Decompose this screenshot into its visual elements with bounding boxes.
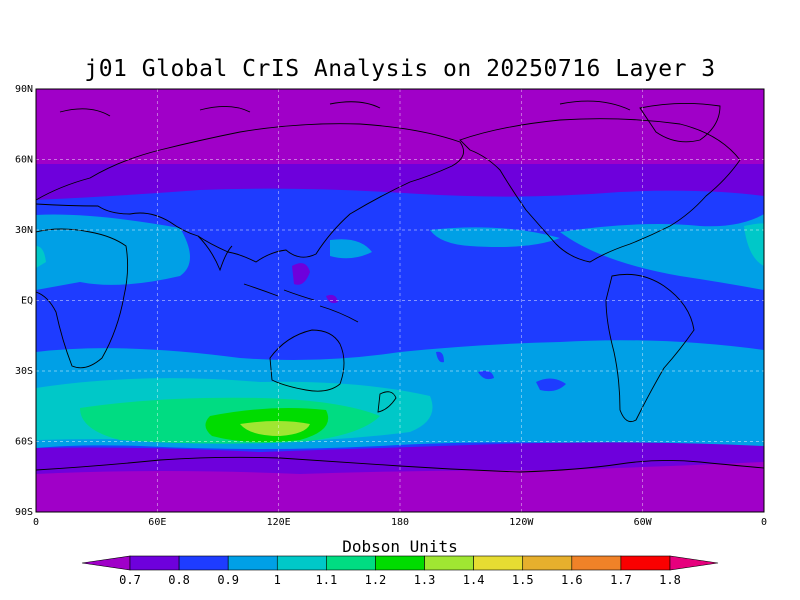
colorbar-title: Dobson Units [342,537,458,556]
colorbar-swatch [473,555,524,571]
colorbar-label: 1.1 [316,573,338,587]
colorbar-swatch [375,555,425,571]
colorbar-swatch [276,555,327,571]
colorbar-label: 1.5 [512,573,534,587]
lat-tick-label: 90N [15,84,33,95]
lon-tick-label: 60E [148,517,166,528]
colorbar-swatch-min [81,555,131,571]
lon-tick-label: 120E [267,517,291,528]
colorbar-label: 1.3 [414,573,436,587]
lat-tick-label: 30N [15,225,33,236]
colorbar-label: 1 [274,573,281,587]
colorbar-label: 1.4 [463,573,485,587]
colorbar-label: 1.2 [365,573,387,587]
lat-tick-label: 60S [15,437,33,448]
lat-tick-label: EQ [21,296,33,307]
lon-tick-label: 120W [509,517,534,528]
map-title: j01 Global CrIS Analysis on 20250716 Lay… [84,56,716,82]
colorbar-label: 0.9 [217,573,239,587]
coastlines [36,100,764,473]
latitude-axis: 90N 60N 30N EQ 30S 60S 90S [15,84,33,518]
lat-tick-label: 30S [15,366,33,377]
colorbar-swatch [178,555,229,571]
lon-tick-label: 180 [391,517,409,528]
lat-tick-label: 60N [15,155,33,166]
colorbar-swatch [571,555,622,571]
map-grid [36,89,764,512]
map-frame [35,88,765,513]
lon-tick-label: 0 [33,517,39,528]
colorbar-swatch [129,555,180,571]
colorbar-label: 1.7 [610,573,632,587]
lat-tick-label: 90S [15,507,33,518]
colorbar-label: 1.6 [561,573,583,587]
colorbar-label: 1.8 [659,573,681,587]
colorbar-swatch [326,555,376,571]
colorbar-label: 0.8 [168,573,190,587]
colorbar-swatch-max [669,555,719,571]
longitude-axis: 0 60E 120E 180 120W 60W 0 [33,517,767,528]
lon-tick-label: 0 [761,517,767,528]
colorbar-swatch [227,555,278,571]
colorbar-swatch [424,555,474,571]
lon-tick-label: 60W [634,517,653,528]
colorbar-swatch [620,555,671,571]
colorbar-swatch [522,555,573,571]
colorbar-label: 0.7 [119,573,141,587]
